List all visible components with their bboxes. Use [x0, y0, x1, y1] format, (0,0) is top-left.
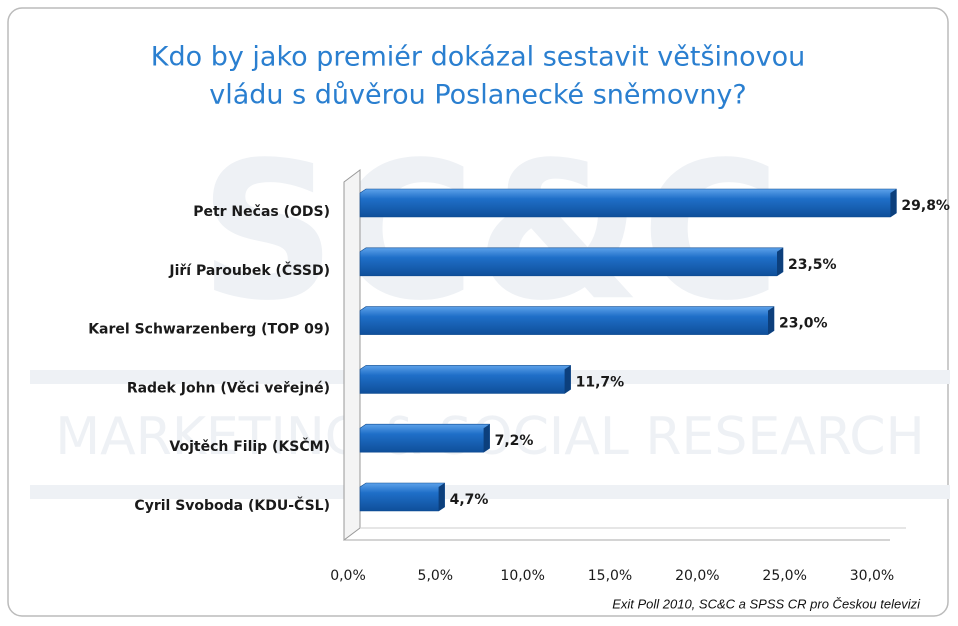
bar-cap [483, 424, 490, 453]
y-tick-label: Radek John (Věci veřejné) [127, 380, 330, 396]
x-tick-label: 5,0% [418, 568, 454, 584]
x-tick-label: 25,0% [762, 568, 806, 584]
x-tick-label: 30,0% [850, 568, 894, 584]
bar [359, 482, 445, 512]
watermark: SC&C [199, 121, 780, 342]
bar-cap [890, 189, 897, 217]
bar [359, 188, 897, 218]
watermark-band [30, 485, 950, 499]
bar-cap [438, 483, 445, 511]
chart-title: vládu s důvěrou Poslanecké sněmovny? [209, 80, 746, 111]
value-label: 4,7% [450, 492, 489, 508]
bar-cap [777, 247, 783, 276]
x-tick-label: 15,0% [588, 568, 632, 584]
source-note: Exit Poll 2010, SC&C a SPSS CR pro Česko… [612, 596, 921, 611]
wall [343, 169, 361, 541]
x-tick-label: 0,0% [330, 568, 366, 584]
value-label: 7,2% [495, 433, 534, 449]
x-tick-label: 20,0% [675, 568, 719, 584]
bar-cap [768, 306, 774, 335]
chart-title: Kdo by jako premiér dokázal sestavit vět… [151, 42, 806, 73]
x-tick-label: 10,0% [500, 568, 544, 584]
y-tick-label: Vojtěch Filip (KSČM) [169, 437, 330, 455]
bar [359, 365, 571, 394]
value-label: 11,7% [576, 374, 625, 390]
y-tick-label: Jiří Paroubek (ČSSD) [168, 261, 330, 279]
y-tick-label: Cyril Svoboda (KDU-ČSL) [134, 496, 330, 514]
y-tick-label: Petr Nečas (ODS) [193, 204, 330, 220]
bar [359, 247, 784, 277]
value-label: 23,0% [779, 316, 828, 332]
watermark: MARKETING & SOCIAL RESEARCH [55, 407, 924, 467]
bar-cap [564, 365, 571, 394]
value-label: 29,8% [901, 198, 950, 214]
bar [359, 423, 490, 453]
y-tick-label: Karel Schwarzenberg (TOP 09) [88, 322, 330, 338]
value-label: 23,5% [788, 257, 837, 273]
bar [359, 306, 775, 335]
